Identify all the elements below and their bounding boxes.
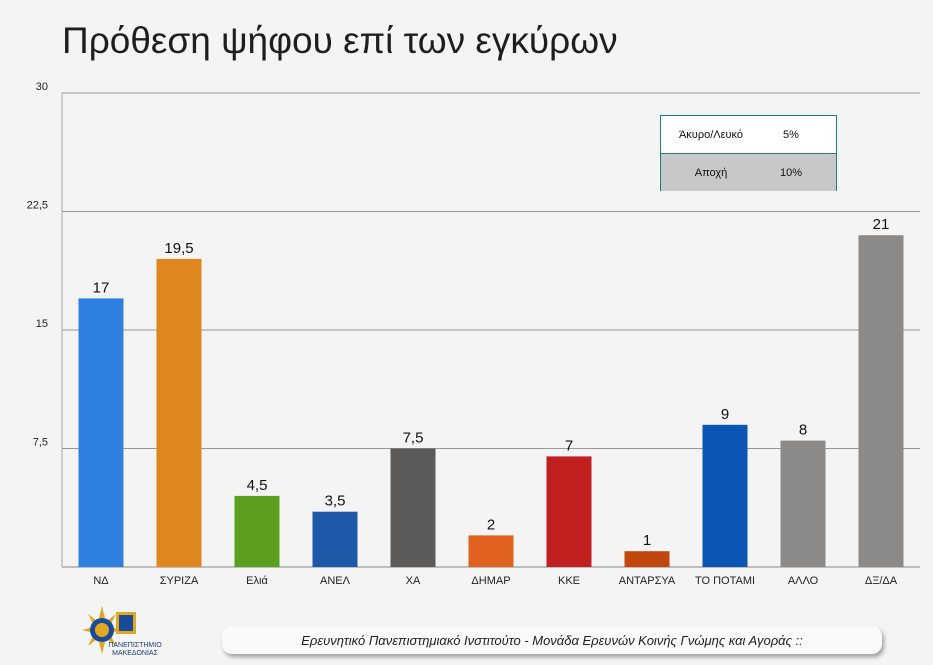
bar xyxy=(312,511,358,567)
bar xyxy=(390,448,436,567)
y-tick-label: 22,5 xyxy=(27,200,48,212)
bar-value-label: 19,5 xyxy=(164,240,193,257)
x-category-label: ΣΥΡΙΖΑ xyxy=(160,575,199,587)
x-category-label: ΑΛΛΟ xyxy=(788,575,819,587)
bar xyxy=(624,551,670,567)
footer-banner: Ερευνητικό Πανεπιστημιακό Ινστιτούτο - Μ… xyxy=(222,626,882,654)
bar-value-label: 2 xyxy=(487,516,495,533)
bar-value-label: 17 xyxy=(93,279,110,296)
bar-value-label: 3,5 xyxy=(325,493,346,510)
chart-title: Πρόθεση ψήφου επί των εγκύρων xyxy=(62,20,618,61)
invalid-blank-value: 5% xyxy=(783,128,799,141)
bar xyxy=(780,440,826,567)
abstention-label: Αποχή xyxy=(694,166,728,179)
x-category-label: ΤΟ ΠΟΤΑΜΙ xyxy=(695,575,755,587)
bar xyxy=(156,258,202,567)
bar-value-label: 7,5 xyxy=(403,430,424,447)
logo-text: ΠΑΝΕΠΙΣΤΗΜΙΟ ΜΑΚΕΔΟΝΙΑΣ xyxy=(108,642,162,657)
footer-text: Ερευνητικό Πανεπιστημιακό Ινστιτούτο - Μ… xyxy=(301,632,803,648)
x-category-label: ΧΑ xyxy=(406,575,421,587)
bar-value-label: 4,5 xyxy=(247,477,268,494)
bar-value-label: 7 xyxy=(565,437,573,454)
y-tick-label: 7,5 xyxy=(33,437,48,449)
y-tick-label: 15 xyxy=(36,318,48,330)
bar xyxy=(546,456,592,567)
bar xyxy=(78,298,124,567)
bar xyxy=(468,535,514,567)
bar xyxy=(234,495,280,567)
x-category-label: ΔΞ/ΔΑ xyxy=(865,575,898,587)
bar-value-label: 8 xyxy=(799,422,807,439)
bar-value-label: 21 xyxy=(873,216,890,233)
x-category-label: ΝΔ xyxy=(93,575,109,587)
x-category-label: ΔΗΜΑΡ xyxy=(471,575,510,587)
invalid-blank-label: Άκυρο/Λευκό xyxy=(678,128,744,141)
vote-info-table: Άκυρο/Λευκό 5% Αποχή 10% xyxy=(660,115,837,191)
bar xyxy=(702,424,748,567)
data-labels: 17 19,5 4,5 3,5 7,5 2 7 1 9 8 21 xyxy=(93,216,890,549)
abstention-row: Αποχή 10% xyxy=(661,153,836,191)
university-logo-icon xyxy=(82,606,136,654)
bar-chart: 7,5 15 22,5 30 ΝΔ ΣΥΡΙΖΑ Ελιά ΑΝΕΛ ΧΑ ΔΗΜΑΡ ΚΚΕ ΑΝ… xyxy=(27,81,920,587)
x-category-label: ΚΚΕ xyxy=(558,575,580,587)
bars xyxy=(78,235,904,567)
bar-value-label: 1 xyxy=(643,532,651,549)
x-category-label: ΑΝΤΑΡΣΥΑ xyxy=(619,575,676,587)
bar-value-label: 9 xyxy=(721,406,729,423)
invalid-blank-row: Άκυρο/Λευκό 5% xyxy=(661,116,836,153)
y-axis-ticks: 7,5 15 22,5 30 xyxy=(27,81,48,449)
gridlines xyxy=(61,92,920,568)
abstention-value: 10% xyxy=(779,166,803,179)
x-axis-labels: ΝΔ ΣΥΡΙΖΑ Ελιά ΑΝΕΛ ΧΑ ΔΗΜΑΡ ΚΚΕ ΑΝΤΑΡΣΥΑ ΤΟ ΠΟΤ… xyxy=(93,575,897,587)
y-tick-label: 30 xyxy=(36,81,48,93)
bar xyxy=(858,235,904,567)
x-category-label: ΑΝΕΛ xyxy=(320,575,351,587)
x-category-label: Ελιά xyxy=(246,575,268,587)
